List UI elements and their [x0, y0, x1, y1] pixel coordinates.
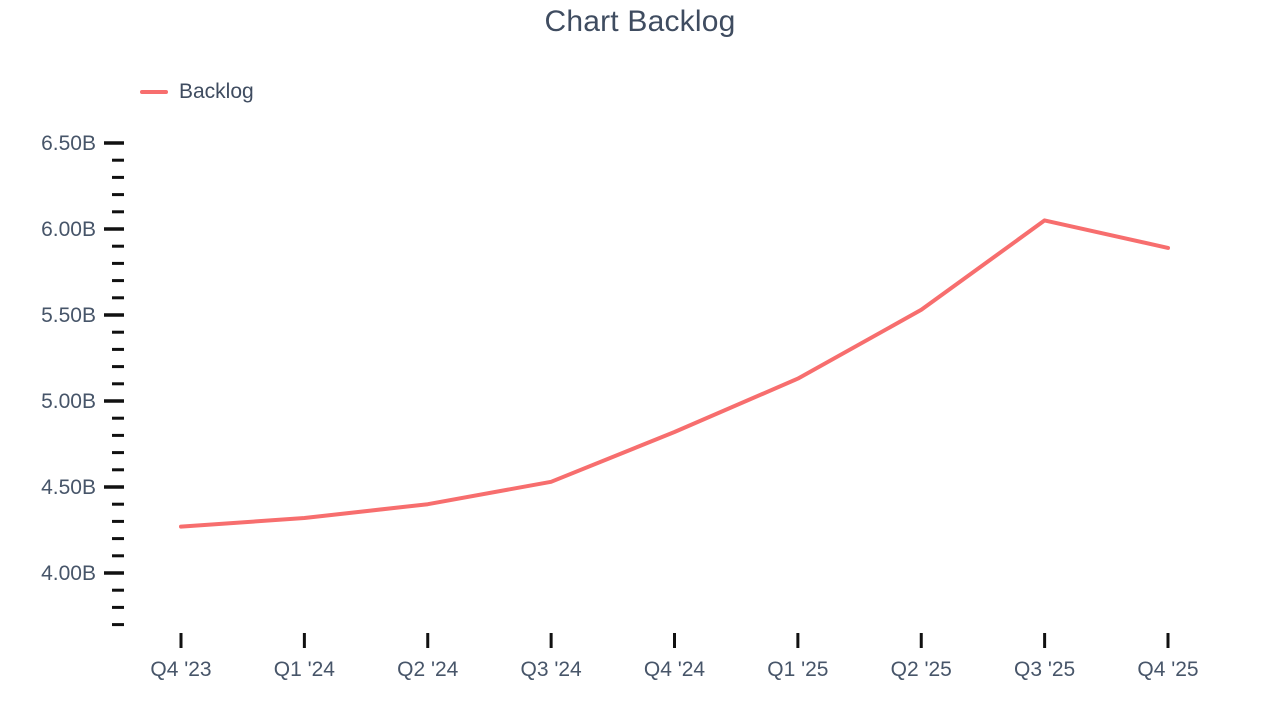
legend-item-label: Backlog — [179, 80, 254, 103]
y-axis: 4.00B 4.50B 5.00B 5.50B 6.00B 6.50B — [41, 132, 124, 627]
x-axis-tick-label: Q3 '24 — [521, 658, 583, 681]
y-axis-tick-label: 6.50B — [41, 132, 96, 155]
y-axis-tick-label: 6.00B — [41, 218, 96, 241]
x-axis-tick-label: Q2 '25 — [891, 658, 952, 681]
x-axis-tick-label: Q2 '24 — [397, 658, 459, 681]
y-axis-tick-label: 4.00B — [41, 562, 96, 585]
legend-line-swatch-icon — [140, 90, 168, 94]
y-axis-tick-label: 5.50B — [41, 304, 96, 327]
x-axis-tick-label: Q1 '25 — [767, 658, 828, 681]
legend: Backlog — [140, 80, 254, 104]
legend-item-backlog[interactable]: Backlog — [140, 80, 254, 104]
x-axis-tick-label: Q4 '23 — [150, 658, 211, 681]
y-axis-tick-label: 5.00B — [41, 390, 96, 413]
series-line-backlog — [179, 218, 1170, 529]
y-axis-tick-label: 4.50B — [41, 476, 96, 499]
x-axis: Q4 '23 Q1 '24 Q2 '24 Q3 '24 Q4 '24 Q1 '25 Q2 '… — [150, 633, 1199, 681]
chart-title: Chart Backlog — [544, 5, 736, 38]
x-axis-tick-label: Q4 '24 — [644, 658, 706, 681]
x-axis-tick-label: Q1 '24 — [274, 658, 336, 681]
x-axis-tick-label: Q4 '25 — [1137, 658, 1198, 681]
x-axis-tick-label: Q3 '25 — [1014, 658, 1075, 681]
